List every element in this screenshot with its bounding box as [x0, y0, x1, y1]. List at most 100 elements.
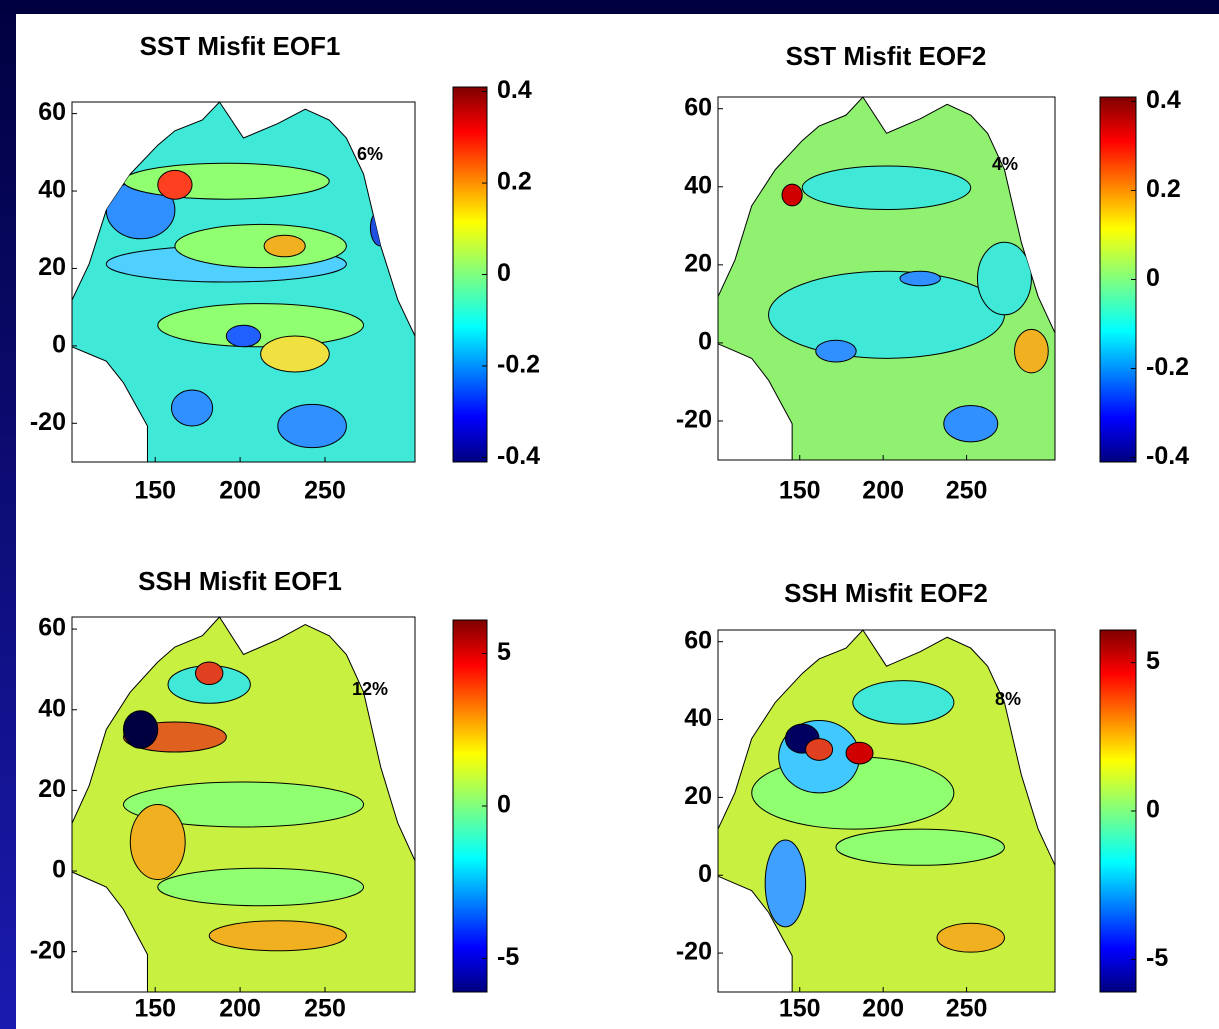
colorbar-tick-label: 5 [1146, 647, 1160, 675]
y-tick-label: -20 [676, 938, 712, 966]
colorbar-tick-label: -5 [1146, 944, 1168, 972]
contour-region [1014, 328, 1049, 374]
y-tick-label: 60 [684, 626, 712, 654]
variance-annotation: 4% [992, 154, 1018, 174]
contour-field [122, 661, 365, 952]
contour-region [122, 781, 365, 828]
x-tick-label: 200 [219, 477, 261, 505]
x-tick-label: 250 [304, 995, 346, 1023]
y-tick-label: 0 [698, 860, 712, 888]
contour-region [805, 738, 834, 761]
x-tick-label: 250 [946, 995, 988, 1023]
contour-field [751, 680, 1005, 953]
contour-region [936, 922, 1005, 953]
contour-region [852, 680, 955, 725]
y-tick-label: 60 [38, 98, 66, 126]
contour-region [263, 234, 306, 258]
contour-region [170, 389, 214, 427]
colorbar [1099, 629, 1137, 993]
colorbar-tick-label: 0 [1146, 264, 1160, 292]
contour-region [122, 710, 159, 749]
y-tick-label: 40 [684, 171, 712, 199]
x-tick-label: 150 [134, 477, 176, 505]
y-tick-label: -20 [30, 408, 66, 436]
variance-annotation: 6% [357, 144, 383, 164]
y-tick-label: 0 [698, 328, 712, 356]
x-tick-label: 150 [779, 995, 821, 1023]
y-tick-label: -20 [30, 936, 66, 964]
variance-annotation: 12% [352, 679, 388, 699]
contour-region [174, 223, 347, 269]
colorbar [1099, 96, 1137, 463]
colorbar-tick-label: 0 [497, 791, 511, 819]
panel-title: SSH Misfit EOF1 [138, 566, 342, 596]
colorbar-tick-label: 0.4 [1146, 86, 1181, 114]
colorbar-tick-label: 0.4 [497, 76, 532, 104]
colorbar [452, 86, 488, 463]
y-tick-label: 20 [38, 253, 66, 281]
y-tick-label: 40 [684, 704, 712, 732]
y-tick-label: 0 [52, 330, 66, 358]
contour-region [194, 661, 224, 685]
colorbar-tick-label: 0 [1146, 796, 1160, 824]
contour-region [801, 165, 972, 211]
y-tick-label: 20 [38, 775, 66, 803]
y-tick-label: 40 [38, 176, 66, 204]
x-tick-label: 200 [219, 995, 261, 1023]
axes-frame [717, 96, 1056, 461]
contour-region [835, 828, 1005, 866]
contour-region [157, 169, 193, 200]
contour-field [105, 162, 392, 449]
contour-region [845, 741, 874, 765]
colorbar-tick-label: -5 [497, 943, 519, 971]
contour-region [225, 324, 262, 348]
contour-region [129, 804, 186, 880]
contour-region [781, 183, 803, 207]
panel-title: SSH Misfit EOF2 [784, 578, 988, 608]
contour-region [277, 403, 347, 449]
contour-region [260, 335, 330, 373]
colorbar-tick-label: -0.2 [497, 351, 540, 379]
slide-header-bar [0, 0, 1219, 14]
y-tick-label: 60 [38, 614, 66, 642]
contour-region [768, 270, 1005, 359]
axes-frame [71, 101, 416, 463]
colorbar-tick-label: -0.2 [1146, 353, 1189, 381]
contour-region [122, 162, 330, 200]
panel-title: SST Misfit EOF2 [786, 41, 987, 71]
y-tick-label: -20 [676, 406, 712, 434]
y-tick-label: 20 [684, 782, 712, 810]
contour-region [899, 270, 941, 287]
contour-field [768, 165, 1049, 443]
contour-region [764, 839, 807, 928]
contour-region [815, 339, 857, 363]
colorbar-tick-label: 0 [497, 259, 511, 287]
x-tick-label: 200 [862, 995, 904, 1023]
contour-region [976, 241, 1032, 316]
colorbar [452, 619, 488, 993]
x-tick-label: 150 [134, 995, 176, 1023]
colorbar-tick-label: -0.4 [497, 442, 540, 470]
variance-annotation: 8% [995, 689, 1021, 709]
x-tick-label: 250 [304, 477, 346, 505]
colorbar-tick-label: 5 [497, 638, 511, 666]
contour-region [943, 405, 999, 443]
contour-region [157, 867, 365, 907]
x-tick-label: 150 [779, 477, 821, 505]
axes-frame [71, 616, 416, 993]
y-tick-label: 0 [52, 856, 66, 884]
colorbar-tick-label: 0.2 [1146, 175, 1181, 203]
y-tick-label: 60 [684, 93, 712, 121]
x-tick-label: 200 [862, 477, 904, 505]
contour-region [157, 303, 365, 348]
colorbar-tick-label: 0.2 [497, 168, 532, 196]
x-tick-label: 250 [946, 477, 988, 505]
panel-title: SST Misfit EOF1 [140, 31, 341, 61]
colorbar-tick-label: -0.4 [1146, 442, 1189, 470]
slide-side-bar [0, 0, 16, 1029]
